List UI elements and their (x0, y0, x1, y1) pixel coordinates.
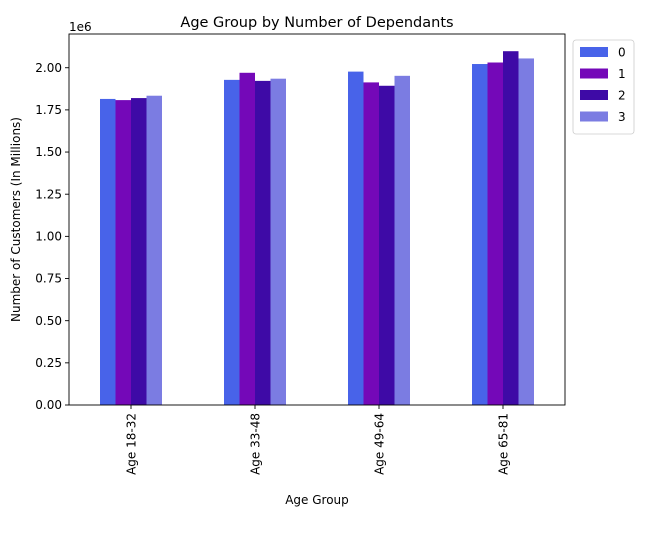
bars-group (100, 51, 534, 406)
y-tick-label: 1.25 (35, 187, 62, 201)
x-tick-label: Age 33-48 (249, 413, 263, 475)
y-axis-offset-text: 1e6 (69, 20, 92, 34)
y-tick-label: 1.00 (35, 230, 62, 244)
bar-age-18-32-series-1 (115, 100, 131, 406)
bar-age-49-64-series-0 (348, 71, 364, 406)
bar-age-33-48-series-0 (224, 79, 240, 406)
y-tick-label: 0.25 (35, 356, 62, 370)
x-tick-label: Age 49-64 (373, 413, 387, 475)
x-axis-ticks: Age 18-32 Age 33-48 Age 49-64 Age 65-81 (125, 405, 511, 475)
bar-age-65-81-series-3 (518, 58, 534, 405)
legend-swatch-3 (580, 111, 608, 122)
plot-area-frame (68, 33, 566, 406)
bar-age-65-81-series-2 (503, 51, 519, 405)
bar-age-65-81-series-0 (472, 64, 488, 406)
legend-swatch-1 (580, 68, 608, 79)
legend-swatch-2 (580, 90, 608, 100)
bar-age-33-48-series-2 (255, 80, 271, 405)
y-tick-label: 0.50 (35, 314, 62, 328)
bar-age-49-64-series-2 (379, 85, 395, 406)
bar-age-18-32-series-3 (146, 95, 162, 405)
bar-age-49-64-series-3 (394, 75, 410, 405)
y-axis-ticks: 0.00 0.25 0.50 0.75 1.00 1.25 1.50 1.75 2.00 (35, 61, 69, 412)
legend-label-1: 1 (618, 67, 626, 81)
legend-label-3: 3 (618, 110, 626, 124)
y-axis-label: Number of Customers (In Millions) (9, 117, 23, 322)
chart-title: Age Group by Number of Dependants (180, 15, 453, 31)
bar-age-33-48-series-3 (270, 78, 286, 405)
legend: 0 1 2 3 (572, 39, 635, 135)
x-axis-label: Age Group (285, 493, 349, 507)
x-tick-label: Age 18-32 (125, 413, 139, 475)
bar-age-49-64-series-1 (363, 82, 379, 406)
legend-label-2: 2 (618, 89, 626, 103)
y-tick-label: 0.00 (35, 398, 62, 412)
bar-age-18-32-series-2 (131, 98, 147, 405)
bar-age-33-48-series-1 (239, 72, 255, 405)
y-tick-label: 1.75 (35, 103, 62, 117)
x-tick-label: Age 65-81 (497, 413, 511, 475)
y-tick-label: 0.75 (35, 272, 62, 286)
legend-swatch-0 (580, 47, 608, 57)
y-tick-label: 1.50 (35, 145, 62, 159)
legend-label-0: 0 (618, 46, 626, 60)
bar-age-18-32-series-0 (100, 98, 116, 406)
y-tick-label: 2.00 (35, 61, 62, 75)
bar-age-65-81-series-1 (487, 62, 503, 405)
legend-frame (572, 39, 635, 135)
